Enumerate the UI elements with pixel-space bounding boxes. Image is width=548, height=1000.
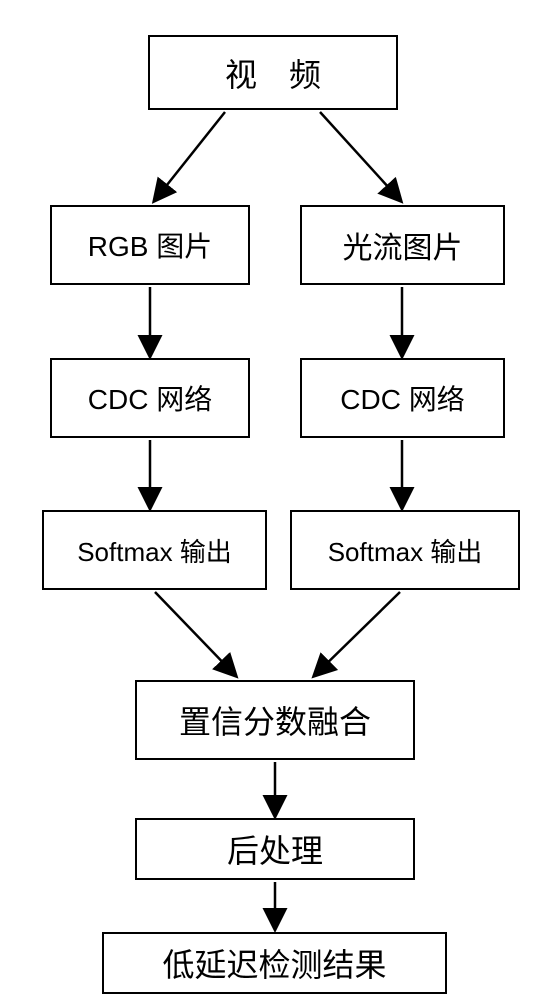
arrow-softmax_left-to-fusion bbox=[155, 592, 235, 675]
arrow-video-to-flow_image bbox=[320, 112, 400, 200]
arrow-video-to-rgb_image bbox=[155, 112, 225, 200]
arrow-softmax_right-to-fusion bbox=[315, 592, 400, 675]
